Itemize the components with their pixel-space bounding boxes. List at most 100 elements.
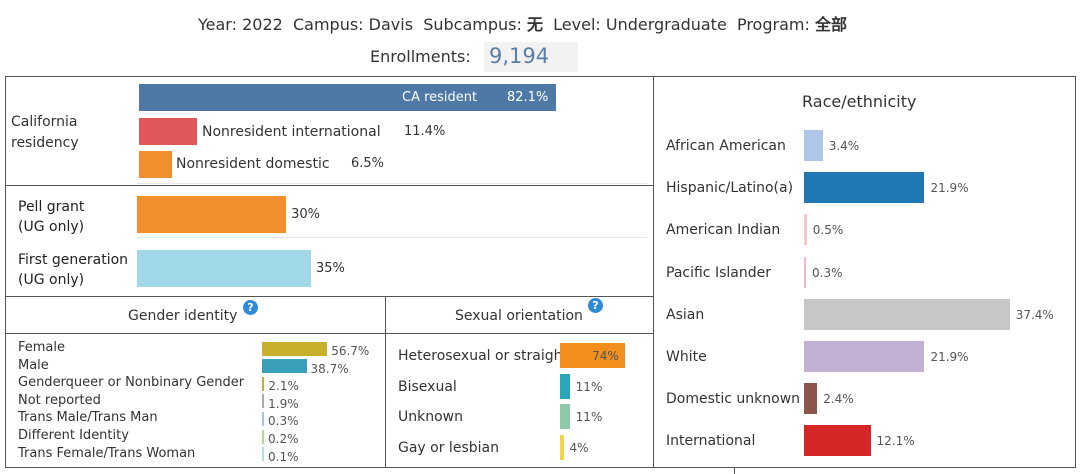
orientation-gay-or-lesbian-label: Gay or lesbian	[398, 439, 499, 456]
gender-not-reported-label: Not reported	[18, 392, 101, 408]
race-domestic-unknown-bar	[804, 383, 818, 415]
gender-header-divider	[5, 333, 386, 334]
race-african-american-value: 3.4%	[828, 139, 860, 153]
gender-female-bar	[262, 341, 328, 356]
gender-identity-title: Gender identity	[128, 308, 238, 324]
enrollments-label: Enrollments:	[370, 47, 471, 66]
pell-grant-label-line1: Pell grant	[18, 199, 85, 215]
gender-female-value: 56.7%	[331, 344, 370, 358]
first-generation-label-line2: (UG only)	[18, 272, 85, 288]
gender-trans-male-trans-man-label: Trans Male/Trans Man	[18, 410, 158, 426]
nonresident-domestic-bar	[139, 151, 173, 178]
orientation-bisexual-value: 11%	[575, 379, 603, 394]
ca-resident-value: 82.1%	[507, 90, 549, 105]
year-label: Year:	[198, 15, 237, 34]
enrollments-value: 9,194	[489, 44, 550, 68]
orientation-gay-or-lesbian-value: 4%	[569, 440, 589, 455]
sexual-orientation-title: Sexual orientation	[455, 308, 583, 324]
race-asian-value: 37.4%	[1015, 307, 1054, 322]
race-international-bar	[804, 425, 871, 457]
race-pacific-islander-value: 0.3%	[812, 265, 843, 280]
race-african-american-bar	[804, 130, 823, 161]
gender-female-label: Female	[18, 340, 66, 355]
pell-grant-label: Pell grant (UG only)	[18, 197, 84, 237]
gender-trans-male-trans-man-value: 0.3%	[268, 414, 299, 429]
subcampus-value: 无	[526, 15, 543, 34]
gender-not-reported-bar	[262, 394, 265, 409]
campus-value: Davis	[368, 15, 414, 34]
race-domestic-unknown-label: Domestic unknown	[666, 391, 801, 408]
gender-trans-male-trans-man-bar	[262, 411, 264, 426]
first-generation-label: First generation (UG only)	[18, 250, 128, 290]
gender-trans-female-trans-woman-bar	[262, 447, 264, 462]
first-generation-bar	[137, 250, 311, 287]
race-hispanic-latino-a-value: 21.9%	[930, 181, 969, 196]
orientation-heterosexual-or-straigh-value: 74%	[592, 349, 619, 363]
residency-gridline	[137, 183, 647, 184]
race-pacific-islander-bar	[804, 256, 806, 288]
race-african-american-label: African American	[666, 138, 786, 154]
race-asian-label: Asian	[666, 306, 705, 323]
pell-grant-value: 30%	[291, 207, 320, 222]
nonresident-domestic-label: Nonresident domestic	[176, 156, 330, 172]
orientation-heterosexual-or-straigh-bar	[560, 343, 626, 368]
pell-grant-label-line2: (UG only)	[18, 219, 85, 235]
residency-label-line2: residency	[11, 135, 79, 151]
nonresident-international-label: Nonresident international	[202, 124, 381, 140]
ca-resident-label: CA resident	[402, 90, 478, 105]
residency-row-label: California residency	[11, 112, 79, 154]
gender-trans-female-trans-woman-label: Trans Female/Trans Woman	[18, 445, 196, 461]
pell-gridline	[137, 237, 647, 238]
bottom-border-line	[5, 467, 1076, 468]
orientation-unknown-label: Unknown	[398, 409, 463, 425]
ca-resident-bar	[139, 84, 557, 111]
race-domestic-unknown-value: 2.4%	[823, 392, 854, 407]
nonresident-international-bar	[139, 118, 197, 145]
nonresident-international-value: 11.4%	[404, 124, 446, 139]
race-asian-bar	[804, 298, 1010, 330]
gender-trans-female-trans-woman-value: 0.1%	[268, 449, 299, 464]
race-white-bar	[804, 341, 925, 372]
campus-label: Campus:	[292, 15, 364, 34]
level-label: Level:	[553, 15, 601, 34]
program-label: Program:	[736, 15, 810, 34]
orientation-heterosexual-or-straigh-label: Heterosexual or straigh	[398, 348, 563, 364]
year-value: 2022	[242, 15, 283, 34]
race-american-indian-value: 0.5%	[812, 223, 844, 238]
orientation-bisexual-bar	[560, 373, 570, 399]
gender-different-identity-value: 0.2%	[268, 432, 299, 446]
orientation-unknown-bar	[560, 404, 570, 429]
gender-different-identity-bar	[262, 429, 264, 444]
question-mark-icon[interactable]: ?	[588, 298, 603, 313]
orientation-unknown-value: 11%	[575, 410, 603, 424]
gender-different-identity-label: Different Identity	[18, 428, 129, 443]
race-international-value: 12.1%	[876, 434, 915, 449]
nonresident-domestic-value: 6.5%	[351, 156, 385, 171]
gender-genderqueer-or-nonbinary-gender-bar	[262, 376, 265, 391]
level-value: Undergraduate	[605, 15, 727, 34]
orientation-bisexual-label: Bisexual	[398, 378, 457, 395]
race-international-label: International	[666, 433, 756, 450]
gender-genderqueer-or-nonbinary-gender-label: Genderqueer or Nonbinary Gender	[18, 375, 245, 391]
program-value: 全部	[814, 15, 847, 34]
race-pacific-islander-label: Pacific Islander	[666, 264, 771, 281]
gender-not-reported-value: 1.9%	[268, 396, 299, 411]
bottom-divider-tick	[734, 467, 735, 474]
subcampus-label: Subcampus:	[423, 15, 522, 34]
race-white-value: 21.9%	[930, 350, 969, 364]
orientation-gay-or-lesbian-bar	[560, 434, 564, 460]
orientation-header-divider	[385, 333, 654, 334]
filter-summary: Year: 2022 Campus: Davis Subcampus: 无 Le…	[198, 11, 847, 35]
gender-male-value: 38.7%	[310, 361, 349, 376]
question-mark-icon[interactable]: ?	[243, 300, 258, 315]
first-generation-label-line1: First generation	[18, 252, 129, 268]
first-generation-value: 35%	[315, 261, 345, 276]
race-hispanic-latino-a-label: Hispanic/Latino(a)	[666, 180, 794, 197]
race-american-indian-label: American Indian	[666, 222, 781, 239]
gender-male-label: Male	[18, 357, 49, 373]
race-white-label: White	[666, 349, 707, 365]
gender-male-bar	[262, 359, 307, 374]
residency-label-line1: California	[11, 114, 78, 130]
race-hispanic-latino-a-bar	[804, 172, 925, 204]
race-american-indian-bar	[804, 214, 807, 246]
